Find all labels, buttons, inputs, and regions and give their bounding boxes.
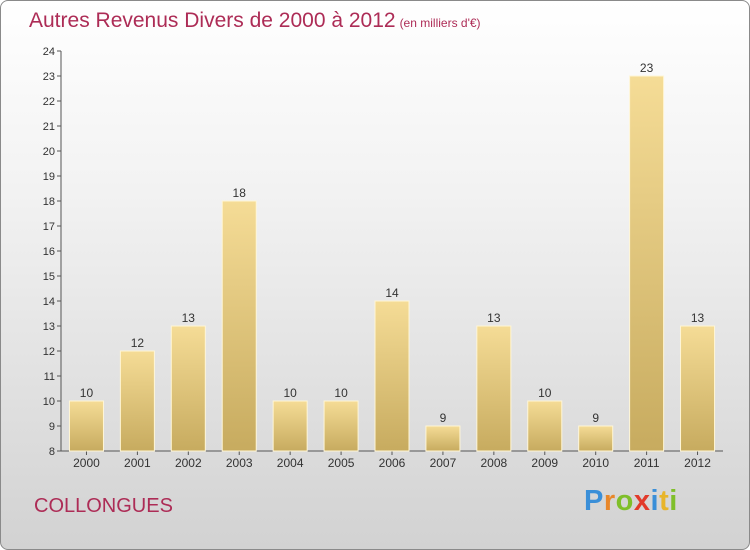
logo-letter: x [633,485,651,517]
y-tick-label: 24 [43,46,55,58]
logo-letter: o [615,485,634,517]
bar-value-label: 13 [182,311,196,325]
y-tick-label: 12 [43,346,55,358]
bar-2006 [374,300,410,452]
chart-title-text: Autres Revenus Divers de 2000 à 2012 [29,9,396,32]
bar-value-label: 10 [538,386,552,400]
x-tick-label: 2008 [480,456,507,470]
y-tick-label: 23 [43,71,55,83]
bar-value-label: 12 [131,336,145,350]
x-tick-label: 2007 [430,456,457,470]
y-tick-label: 14 [43,296,55,308]
logo-letter: P [584,485,604,517]
logo-letter: i [669,485,678,517]
bar-2007 [425,425,461,452]
logo-letter: t [659,485,670,517]
bar-value-label: 10 [283,386,297,400]
y-tick-label: 22 [43,96,55,108]
bar-2009 [527,400,563,452]
y-tick-label: 17 [43,221,55,233]
bar-2005 [323,400,359,452]
proxiti-logo: Proxiti [584,485,678,518]
bar-2010 [578,425,614,452]
x-tick-label: 2001 [124,456,151,470]
y-tick-label: 20 [43,146,55,158]
y-tick-label: 15 [43,271,55,283]
bar-2003 [221,200,257,452]
y-tick-label: 8 [49,446,55,458]
x-tick-label: 2005 [328,456,355,470]
y-tick-label: 13 [43,321,55,333]
y-tick-label: 10 [43,396,55,408]
y-tick-label: 9 [49,421,55,433]
bar-value-label: 9 [592,411,599,425]
bar-value-label: 23 [640,61,654,75]
x-tick-label: 2003 [226,456,253,470]
commune-name: COLLONGUES [34,495,173,517]
bar-value-label: 9 [440,411,447,425]
bar-value-label: 10 [80,386,94,400]
bar-2004 [272,400,308,452]
bar-value-label: 10 [334,386,348,400]
bar-value-label: 14 [385,286,399,300]
x-tick-label: 2000 [73,456,100,470]
bar-2002 [170,325,206,452]
bar-2001 [119,350,155,452]
x-tick-label: 2004 [277,456,304,470]
logo-letter: r [603,485,616,517]
bar-2011 [629,75,665,452]
bar-2012 [680,325,716,452]
chart-title: Autres Revenus Divers de 2000 à 2012 (en … [29,9,481,33]
x-tick-label: 2009 [531,456,558,470]
x-tick-label: 2002 [175,456,202,470]
y-tick-label: 19 [43,171,55,183]
y-tick-label: 11 [44,371,55,383]
y-tick-label: 16 [43,246,55,258]
bar-value-label: 18 [233,186,247,200]
logo-letter: i [650,485,660,517]
bar-value-label: 13 [691,311,705,325]
x-tick-label: 2006 [379,456,406,470]
x-tick-label: 2011 [634,456,660,470]
bar-2008 [476,325,512,452]
y-tick-label: 18 [43,196,55,208]
x-tick-label: 2012 [684,456,711,470]
x-tick-label: 2010 [582,456,609,470]
y-tick-label: 21 [43,121,55,133]
chart-subtitle: (en milliers d'€) [399,16,481,30]
bar-2000 [68,400,104,452]
bar-value-label: 13 [487,311,501,325]
